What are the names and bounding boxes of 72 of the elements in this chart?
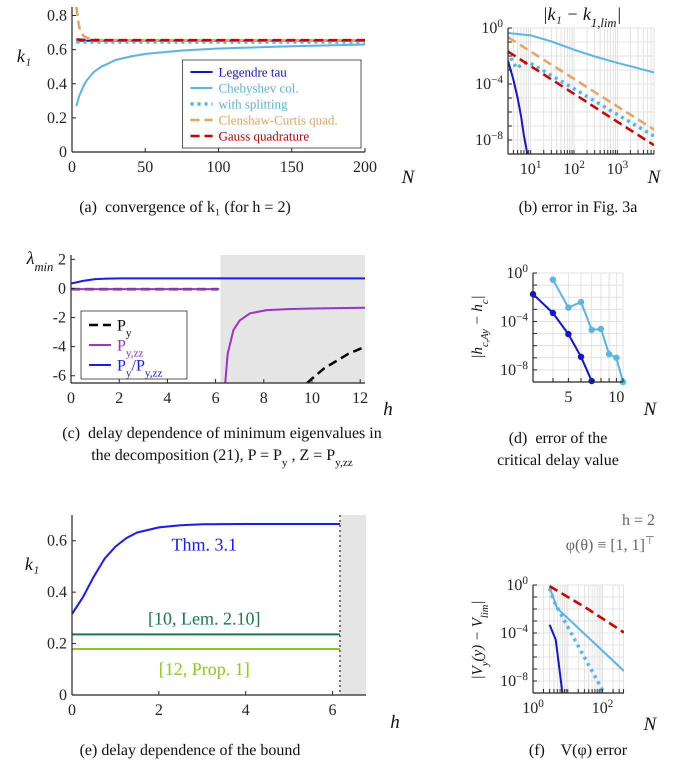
legend-label: P$_{y,zz}$	[117, 338, 144, 360]
x-tick-label: 5	[564, 389, 572, 406]
x-axis-title: N	[642, 714, 658, 735]
y-tick-label: 0.4	[47, 76, 67, 93]
x-axis-title: N	[642, 399, 658, 420]
x-tick-label: 10	[608, 389, 624, 406]
y-tick-label: 10$^{−4}$	[475, 74, 504, 93]
x-tick-label: 10$^{0}$	[522, 698, 544, 717]
y-tick-label: 0.2	[47, 636, 67, 653]
y-tick-label: 0.8	[47, 8, 67, 25]
y-tick-label: 0	[58, 280, 66, 298]
legend-label: Clenshaw-Curtis quad.	[218, 112, 338, 128]
y-axis-title: λ$_{min}$	[26, 248, 54, 274]
series-label: [10, Lem. 2.10]	[148, 608, 261, 628]
y-tick-label: 10$^{−8}$	[500, 360, 528, 379]
text: (d) error of the critical delay value	[497, 430, 619, 469]
y-tick-label: 0	[59, 687, 67, 704]
x-tick-label: 4	[242, 702, 250, 719]
y-tick-label: 10$^{−8}$	[500, 671, 528, 690]
y-tick-label: -2	[52, 310, 66, 327]
x-tick-label: 10$^{2}$	[592, 698, 614, 717]
y-tick-label: 0.4	[47, 584, 67, 602]
series-label: [12, Prop. 1]	[158, 658, 250, 679]
x-tick-label: 12	[352, 390, 368, 407]
y-tick-label: 10$^{−4}$	[500, 623, 528, 642]
x-axis-title: N	[400, 167, 416, 188]
y-tick-label: 10$^{−8}$	[475, 130, 504, 149]
x-tick-label: 200	[353, 159, 377, 176]
series-label: Thm. 3.1	[172, 534, 238, 554]
text: (a) convergence of k₁ (for h = 2)	[79, 199, 291, 216]
x-tick-label: 150	[280, 159, 304, 176]
y-tick-label: 10$^{0}$	[506, 263, 528, 282]
x-tick-label: 10$^{3}$	[606, 159, 629, 178]
y-tick-label: -4	[52, 338, 66, 356]
x-tick-label: 2	[115, 390, 124, 407]
x-tick-label: 6	[328, 702, 337, 719]
legend-label: P$_{y}$	[117, 318, 132, 340]
y-tick-label: 10$^{−4}$	[500, 311, 528, 330]
y-tick-label: 10$^{0}$	[481, 18, 504, 37]
text: (c) delay dependence of minimum eigenvalues in the decomposition (21), P = P$_{y}$ , Z = P$_{y,zz}$	[62, 425, 382, 469]
x-tick-label: 8	[260, 390, 268, 407]
text: (e) delay dependence of the bound	[80, 742, 300, 759]
legend-label: Chebyshev col.	[218, 80, 299, 96]
legend-label: Legendre tau	[218, 64, 288, 80]
x-tick-label: 10	[304, 390, 320, 407]
y-tick-label: 0.6	[47, 532, 67, 550]
y-tick-label: 0.2	[47, 110, 67, 127]
text: (b) error in Fig. 3a	[518, 199, 638, 216]
x-tick-label: 100	[206, 159, 230, 176]
y-tick-label: 2	[58, 251, 66, 268]
text: h = 2	[622, 512, 655, 529]
x-tick-label: 4	[163, 390, 172, 407]
x-tick-label: 6	[212, 390, 220, 407]
y-tick-label: -6	[52, 368, 66, 385]
text: φ(θ) ≡ [1, 1]$^{⊤}$	[566, 535, 655, 554]
legend-label: P$_{y}$/P$_{y,zz}$	[117, 358, 162, 380]
x-axis-title: h	[390, 712, 400, 733]
y-tick-label: 0.6	[47, 42, 67, 59]
legend-label: Gauss quadrature	[218, 128, 310, 144]
text: (f) V(φ) error	[528, 742, 628, 759]
x-tick-label: 2	[154, 702, 163, 719]
y-tick-label: 0	[59, 144, 67, 161]
x-tick-label: 10$^{1}$	[520, 159, 542, 178]
x-axis-title: N	[646, 167, 662, 188]
x-tick-label: 50	[137, 159, 154, 176]
y-axis-title: k₁	[16, 46, 32, 66]
x-tick-label: 10$^{2}$	[563, 159, 585, 178]
x-axis-title: h	[383, 399, 393, 420]
y-tick-label: 10$^{0}$	[506, 575, 528, 594]
legend-label: with splitting	[218, 96, 288, 112]
y-axis-title: k₁	[24, 554, 40, 574]
y-axis-title: |k₁ − k$_{1,lim}$|	[542, 4, 622, 30]
